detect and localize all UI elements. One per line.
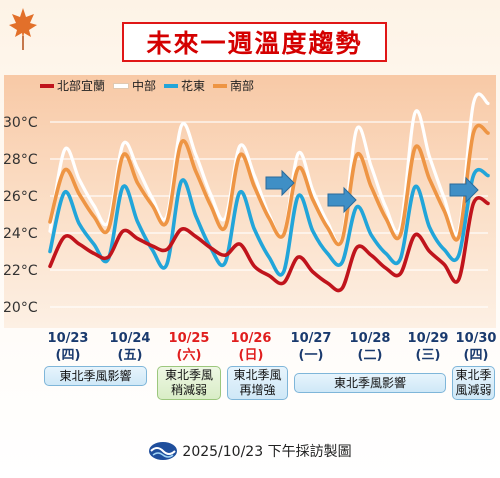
weekday-text: (三) bbox=[415, 348, 441, 363]
weather-note: 東北季風 再增強 bbox=[227, 366, 288, 400]
y-tick-label: 30°C bbox=[3, 115, 38, 131]
legend-swatch-north bbox=[40, 83, 54, 88]
date-text: 10/30 bbox=[455, 331, 497, 346]
date-text: 10/27 bbox=[290, 331, 332, 346]
series-line-south bbox=[48, 123, 490, 247]
weather-note: 東北季風影響 bbox=[44, 366, 147, 386]
weather-note-line: 稍減弱 bbox=[170, 383, 207, 397]
weather-note: 東北季 風減弱 bbox=[452, 366, 495, 400]
chart-title: 未來一週溫度趨勢 bbox=[146, 29, 363, 58]
weather-note: 東北季風影響 bbox=[294, 373, 446, 393]
trend-arrow-shape bbox=[449, 176, 479, 204]
y-tick-label: 28°C bbox=[3, 152, 38, 168]
weekday-text: (六) bbox=[176, 348, 202, 363]
date-label: 10/25 (六) bbox=[159, 330, 219, 364]
date-label: 10/26 (日) bbox=[221, 330, 281, 364]
weather-note-text: 東北季風影響 bbox=[334, 376, 406, 391]
y-tick-label: 22°C bbox=[3, 263, 38, 279]
weather-note-text: 東北季風影響 bbox=[59, 369, 131, 384]
legend-label-central: 中部 bbox=[132, 79, 157, 93]
weather-note-line: 東北季風影響 bbox=[59, 368, 132, 383]
legend-item-east: 花東 bbox=[164, 77, 205, 94]
weather-note-line: 東北季風 bbox=[164, 368, 213, 382]
date-label: 10/30 (四) bbox=[446, 330, 500, 364]
legend-swatch-central bbox=[113, 82, 130, 89]
weekday-text: (一) bbox=[298, 348, 324, 363]
trend-arrow-icon bbox=[327, 186, 357, 214]
weekday-text: (五) bbox=[117, 348, 143, 363]
y-tick-label: 26°C bbox=[3, 189, 38, 205]
legend: 北部宜蘭 中部 花東 南部 bbox=[40, 77, 262, 94]
date-label: 10/28 (二) bbox=[340, 330, 400, 364]
y-tick-label: 20°C bbox=[3, 300, 38, 316]
weather-note-line: 風減弱 bbox=[455, 383, 492, 397]
weekday-text: (日) bbox=[238, 348, 264, 363]
legend-item-north: 北部宜蘭 bbox=[40, 77, 105, 94]
trend-arrow-icon bbox=[265, 169, 295, 197]
weather-note-text: 東北季 風減弱 bbox=[455, 368, 491, 398]
cwa-logo-icon bbox=[149, 442, 178, 460]
weekday-text: (二) bbox=[357, 348, 383, 363]
legend-item-central: 中部 bbox=[113, 77, 156, 94]
weather-note-line: 再增強 bbox=[239, 383, 276, 397]
weekday-text: (四) bbox=[55, 348, 81, 363]
weather-note-text: 東北季風 稍減弱 bbox=[165, 368, 213, 398]
date-text: 10/29 bbox=[407, 331, 449, 346]
legend-label-east: 花東 bbox=[181, 79, 206, 93]
legend-swatch-south bbox=[213, 83, 228, 88]
date-text: 10/24 bbox=[109, 331, 151, 346]
series-line-east bbox=[48, 168, 490, 277]
legend-swatch-east bbox=[164, 83, 179, 88]
date-text: 10/28 bbox=[349, 331, 391, 346]
maple-leaf-icon bbox=[9, 8, 37, 50]
weather-note-line: 東北季風 bbox=[233, 368, 282, 382]
date-text: 10/23 bbox=[47, 331, 89, 346]
legend-label-north: 北部宜蘭 bbox=[57, 79, 106, 93]
date-label: 10/27 (一) bbox=[281, 330, 341, 364]
footer: 2025/10/23 下午採訪製圖 bbox=[0, 441, 500, 461]
date-label: 10/23 (四) bbox=[38, 330, 98, 364]
weather-note: 東北季風 稍減弱 bbox=[157, 366, 221, 400]
date-text: 10/26 bbox=[230, 331, 272, 346]
weekday-text: (四) bbox=[463, 348, 489, 363]
weather-note-text: 東北季風 再增強 bbox=[233, 368, 281, 398]
date-text: 10/25 bbox=[168, 331, 210, 346]
footer-credit: 2025/10/23 下午採訪製圖 bbox=[182, 444, 352, 460]
weather-note-line: 東北季風影響 bbox=[333, 375, 406, 390]
legend-label-south: 南部 bbox=[230, 79, 255, 93]
weather-note-line: 東北季 bbox=[455, 368, 492, 382]
date-label: 10/29 (三) bbox=[398, 330, 458, 364]
trend-arrow-icon bbox=[449, 176, 479, 204]
y-tick-label: 24°C bbox=[3, 226, 38, 242]
date-label: 10/24 (五) bbox=[100, 330, 160, 364]
trend-arrow-shape bbox=[327, 186, 357, 214]
trend-arrow-shape bbox=[265, 169, 295, 197]
legend-item-south: 南部 bbox=[213, 77, 254, 94]
title-box: 未來一週溫度趨勢 bbox=[122, 22, 387, 62]
series-line-north bbox=[48, 196, 490, 293]
